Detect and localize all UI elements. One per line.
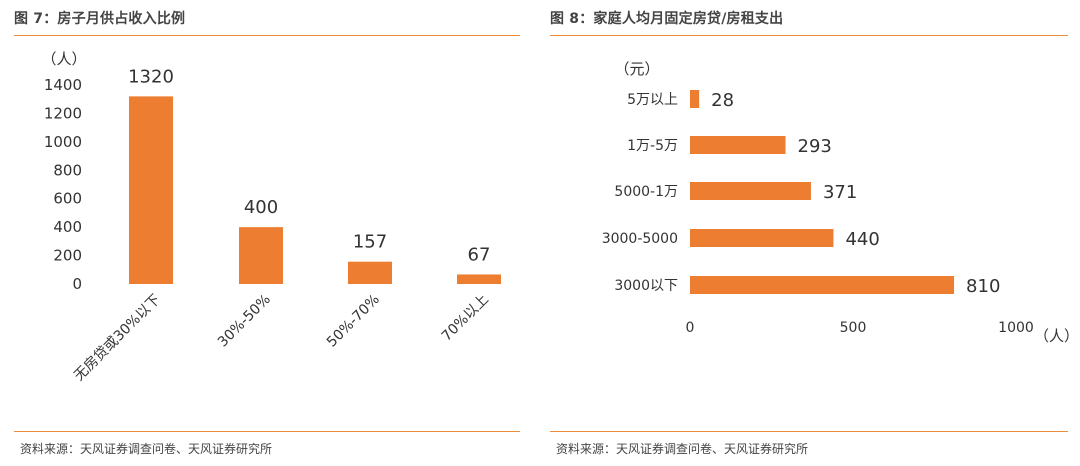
y-category-label: 5万以上 [627, 92, 678, 108]
y-tick-label: 1400 [44, 76, 82, 94]
bar [457, 274, 501, 284]
bar [690, 276, 955, 294]
bar-value-label: 400 [244, 197, 278, 218]
x-tick-label: 0 [686, 320, 695, 336]
title-divider [550, 35, 1068, 36]
x-category-label: 50%-70% [324, 292, 383, 351]
title-divider [14, 35, 520, 36]
chart-title: 图 7：房子月供占收入比例 [14, 11, 186, 27]
source-divider [14, 431, 520, 432]
bar [690, 136, 786, 154]
y-category-label: 1万-5万 [627, 138, 678, 154]
bar [239, 227, 283, 284]
bar [690, 229, 834, 247]
bar [348, 261, 392, 284]
y-tick-label: 600 [53, 190, 82, 208]
y-axis-unit-label: （人） [41, 50, 86, 68]
x-category-label: 30%-50% [215, 292, 274, 351]
y-tick-label: 1200 [44, 104, 82, 122]
bar-value-label: 157 [353, 232, 387, 253]
y-tick-label: 200 [53, 247, 82, 265]
y-category-label: 5000-1万 [614, 184, 678, 200]
y-axis-unit-label: （元） [614, 60, 659, 78]
left-chart-panel: 图 7：房子月供占收入比例 （人） 0 200 400 600 800 1000 1200 14… [14, 0, 520, 466]
bar [690, 182, 811, 200]
x-category-label: 70%以上 [439, 292, 492, 345]
bar-value-label: 293 [798, 136, 832, 157]
source-note: 资料来源：天风证券调查问卷、天风证券研究所 [20, 442, 273, 456]
chart-title: 图 8：家庭人均月固定房贷/房租支出 [550, 11, 784, 27]
y-category-label: 3000以下 [614, 278, 678, 294]
x-tick-label: 500 [840, 320, 867, 336]
right-chart-panel: 图 8：家庭人均月固定房贷/房租支出 （元） 5万以上 28 1万-5万 293 5000… [550, 0, 1079, 466]
horizontal-bar-chart: （元） 5万以上 28 1万-5万 293 5000-1万 371 3000-5000 440 3… [602, 60, 1079, 345]
y-tick-label: 0 [72, 275, 82, 293]
bar [690, 90, 700, 108]
y-tick-label: 1000 [44, 133, 82, 151]
x-tick-label: 1000 [998, 320, 1034, 336]
vertical-bar-chart: （人） 0 200 400 600 800 1000 1200 1400 1320 无房贷或30%以… [41, 50, 501, 385]
bar-value-label: 67 [468, 244, 491, 265]
y-tick-label: 400 [53, 218, 82, 236]
y-tick-label: 800 [53, 161, 82, 179]
bar-value-label: 371 [823, 182, 857, 203]
y-category-label: 3000-5000 [602, 231, 678, 247]
x-category-label: 无房贷或30%以下 [71, 292, 164, 385]
bar-value-label: 440 [845, 229, 879, 250]
source-divider [550, 431, 1068, 432]
bar-value-label: 28 [711, 90, 734, 111]
bar-value-label: 810 [966, 276, 1000, 297]
bar-value-label: 1320 [128, 66, 174, 87]
x-axis-unit-label: （人） [1034, 327, 1079, 345]
bar [129, 96, 173, 284]
source-note: 资料来源：天风证券调查问卷、天风证券研究所 [556, 442, 809, 456]
